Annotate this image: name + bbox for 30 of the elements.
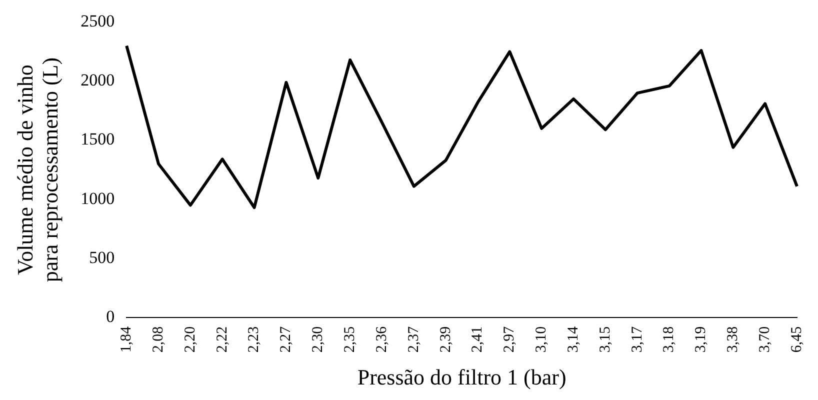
x-tick-label: 3,14 bbox=[565, 326, 582, 353]
x-tick-label: 6,45 bbox=[788, 326, 805, 353]
y-tick-label: 2500 bbox=[80, 12, 115, 31]
x-tick-label: 2,23 bbox=[246, 326, 262, 353]
x-tick-label: 3,17 bbox=[629, 326, 646, 353]
x-tick-label: 3,19 bbox=[693, 326, 710, 353]
x-tick-label: 2,08 bbox=[150, 326, 166, 353]
x-tick-label: 2,22 bbox=[214, 326, 230, 353]
x-tick-label: 2,35 bbox=[342, 326, 358, 353]
x-tick-label: 2,39 bbox=[438, 326, 454, 353]
x-tick-label: 2,37 bbox=[406, 326, 422, 353]
x-tick-label: 2,97 bbox=[502, 326, 518, 353]
y-tick-label: 0 bbox=[106, 306, 115, 326]
x-tick-label: 3,38 bbox=[725, 326, 742, 353]
x-tick-label: 1,84 bbox=[118, 326, 135, 353]
y-axis-title: Volume médio de vinho para reprocessamento (L) bbox=[12, 57, 63, 282]
y-tick-label: 1000 bbox=[80, 188, 115, 208]
y-tick-label: 1500 bbox=[80, 130, 115, 149]
x-tick-label: 2,27 bbox=[278, 326, 294, 353]
x-tick-label: 2,30 bbox=[310, 326, 326, 353]
x-axis-title: Pressão do filtro 1 (bar) bbox=[357, 364, 566, 390]
x-tick-label: 3,10 bbox=[534, 326, 550, 353]
x-tick-label: 3,70 bbox=[757, 326, 774, 353]
x-tick-label: 3,15 bbox=[597, 326, 614, 353]
x-tick-label: 3,18 bbox=[661, 326, 678, 353]
x-tick-label: 2,41 bbox=[470, 326, 486, 353]
x-tick-label: 2,20 bbox=[182, 326, 198, 353]
y-tick-label: 2000 bbox=[80, 70, 115, 90]
x-tick-label: 2,36 bbox=[374, 326, 390, 353]
y-tick-label: 500 bbox=[89, 248, 115, 267]
